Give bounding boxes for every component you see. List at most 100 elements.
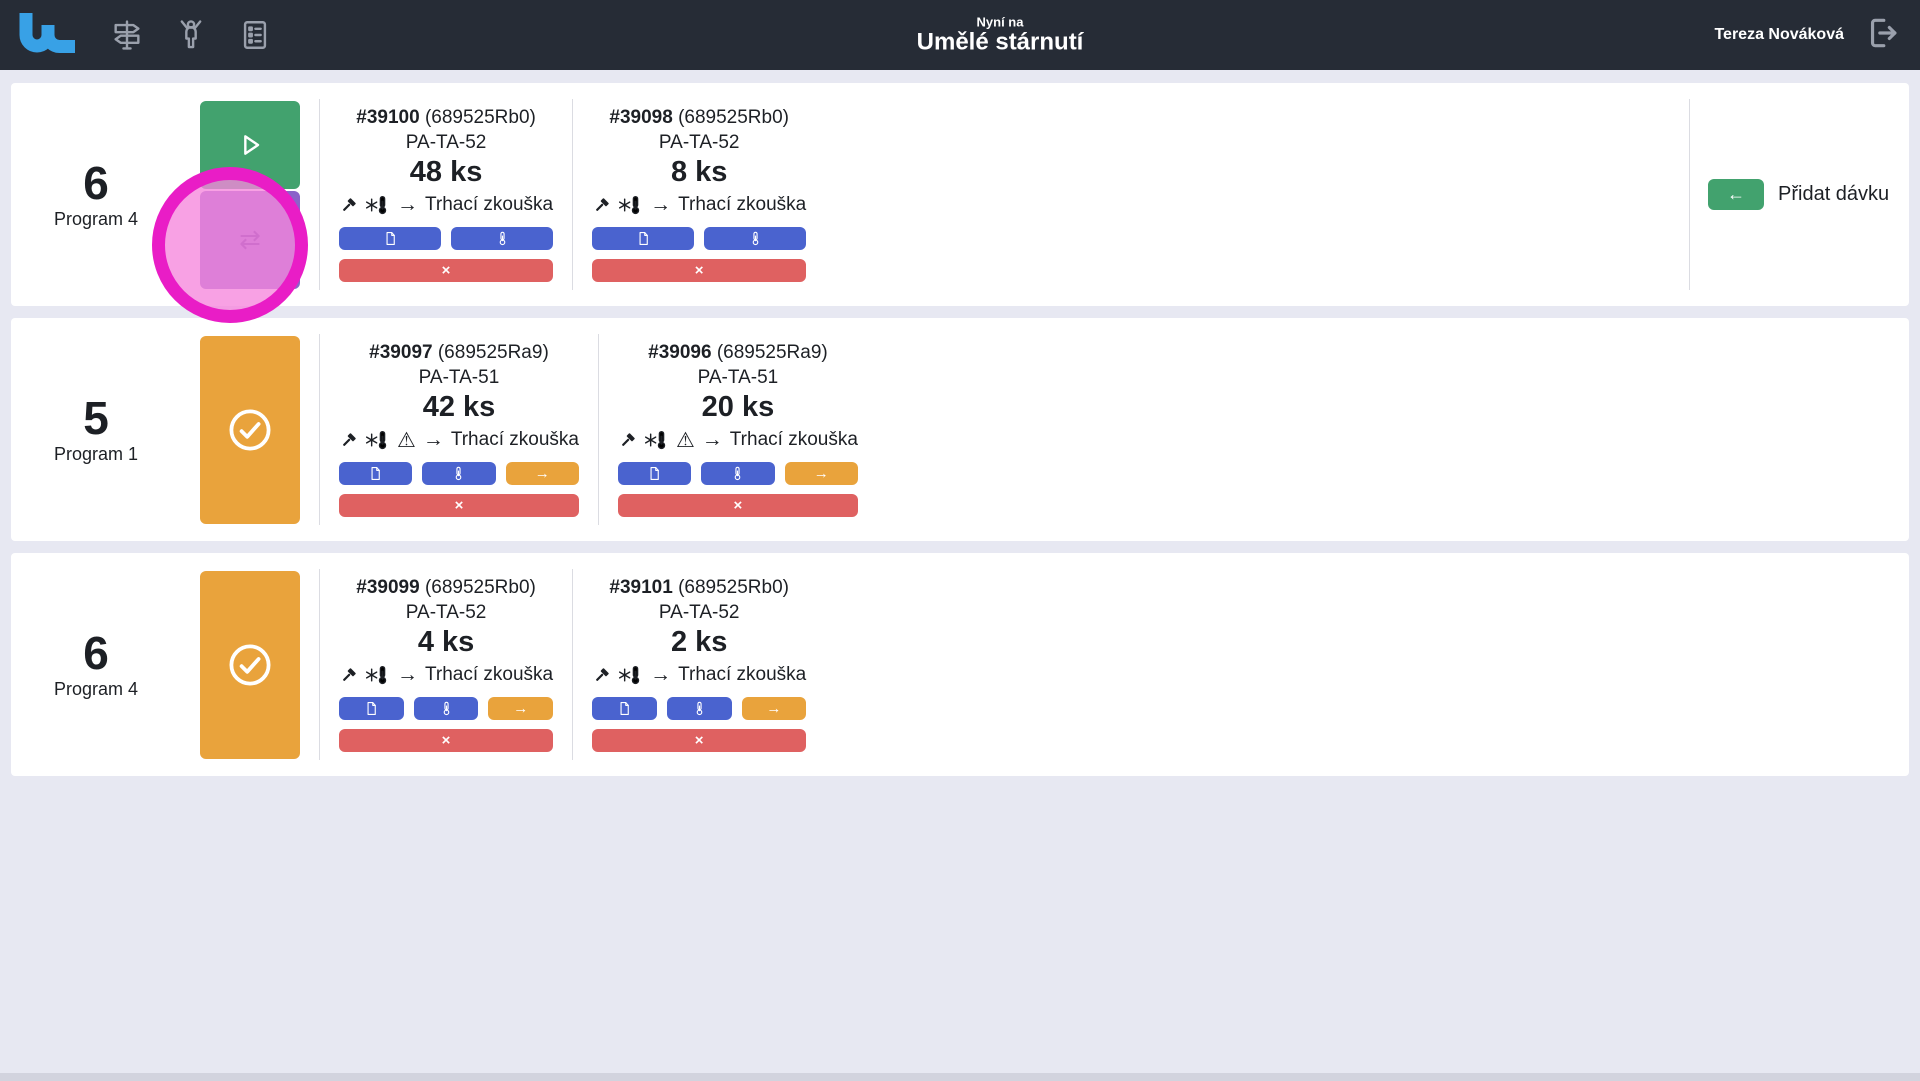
thermometer-icon xyxy=(443,701,449,716)
gavel-icon xyxy=(343,667,356,681)
batch-document-button[interactable] xyxy=(339,697,404,720)
divider xyxy=(597,334,599,525)
machine-number-block: 6 Program 4 xyxy=(11,553,181,776)
gavel-icon xyxy=(343,432,356,446)
swap-icon: ⇄ xyxy=(239,224,261,254)
swap-program-button[interactable]: ⇄ xyxy=(200,190,300,289)
batch-id: #39100 xyxy=(356,107,420,128)
thermometer-icon xyxy=(752,231,759,246)
machine-number: 6 xyxy=(83,627,109,679)
batch-temperature-button[interactable] xyxy=(422,462,496,485)
machine-number-block: 5 Program 1 xyxy=(11,318,181,541)
next-step-label: Trhací zkouška xyxy=(450,429,579,450)
remove-batch-button[interactable]: × xyxy=(592,259,807,282)
batch-temperature-button[interactable] xyxy=(701,462,775,485)
remove-batch-button[interactable]: × xyxy=(617,494,858,517)
batch-lot: (689525Ra9) xyxy=(716,342,828,363)
batch-card-39097: #39097 (689525Ra9) PA-TA-51 42 ks xyxy=(320,318,598,541)
batch-document-button[interactable] xyxy=(339,227,442,250)
remove-batch-button[interactable]: × xyxy=(339,259,554,282)
arrow-right-icon: → xyxy=(397,193,418,216)
next-step-line: → Trhací zkouška xyxy=(592,193,806,217)
machine-program: Program 1 xyxy=(53,444,139,464)
batch-temperature-button[interactable] xyxy=(413,697,479,720)
batch-temperature-button[interactable] xyxy=(704,227,807,250)
finish-program-button[interactable] xyxy=(200,335,300,524)
arrow-right-icon: → xyxy=(513,700,529,717)
batch-title: #39101 (689525Rb0) xyxy=(609,577,789,599)
forward-batch-button[interactable]: → xyxy=(505,462,579,485)
thermometer-snowflake-icon xyxy=(365,665,387,685)
thermometer-snowflake-icon xyxy=(644,430,666,450)
batch-temperature-button[interactable] xyxy=(451,227,554,250)
batch-title: #39099 (689525Rb0) xyxy=(356,577,536,599)
batch-card-39099: #39099 (689525Rb0) PA-TA-52 4 ks xyxy=(320,553,572,776)
list-icon xyxy=(243,21,267,49)
remove-batch-button[interactable]: × xyxy=(339,729,554,752)
divider xyxy=(319,99,320,290)
batch-quantity: 42 ks xyxy=(422,391,496,423)
batch-temperature-button[interactable] xyxy=(666,697,732,720)
next-step-line: ⚠ → Trhací zkouška xyxy=(618,428,858,452)
arrow-left-icon: ← xyxy=(1727,184,1745,204)
batch-quantity: 4 ks xyxy=(417,626,475,658)
status-column: ⇄ xyxy=(200,83,300,306)
brand-wave-icon xyxy=(19,13,75,53)
check-circle-icon xyxy=(229,643,271,686)
operators-nav-button[interactable] xyxy=(174,18,208,52)
logout-button[interactable] xyxy=(1864,14,1902,57)
batch-material: PA-TA-52 xyxy=(658,602,740,623)
close-icon: × xyxy=(441,262,451,279)
batch-document-button[interactable] xyxy=(592,697,657,720)
thermometer-icon xyxy=(456,466,462,481)
thermometer-snowflake-icon xyxy=(619,665,640,685)
remove-batch-button[interactable]: × xyxy=(339,494,579,517)
batch-material: PA-TA-51 xyxy=(697,367,779,388)
routes-nav-button[interactable] xyxy=(110,18,144,52)
batch-quantity: 48 ks xyxy=(409,156,483,188)
batch-title: #39098 (689525Rb0) xyxy=(609,107,789,129)
batch-lot: (689525Rb0) xyxy=(424,577,536,598)
orders-list-nav-button[interactable] xyxy=(238,18,272,52)
thermometer-icon xyxy=(735,466,741,481)
gavel-icon xyxy=(622,432,635,446)
bottom-scroll-strip xyxy=(0,1073,1920,1081)
forward-batch-button[interactable]: → xyxy=(741,697,807,720)
finish-program-button[interactable] xyxy=(200,570,300,759)
batch-id: #39096 xyxy=(648,342,712,363)
batch-card-39096: #39096 (689525Ra9) PA-TA-51 20 ks xyxy=(599,318,877,541)
warning-icon: ⚠ xyxy=(675,428,695,452)
batch-card-39100: #39100 (689525Rb0) PA-TA-52 48 ks xyxy=(320,83,572,306)
user-name: Tereza Nováková xyxy=(1714,26,1844,43)
batch-material: PA-TA-52 xyxy=(658,132,740,153)
machine-program: Program 4 xyxy=(53,209,139,229)
add-batch-label: Přidat dávku xyxy=(1778,183,1890,205)
close-icon: × xyxy=(694,262,704,279)
app-logo[interactable] xyxy=(18,12,76,58)
batch-card-39101: #39101 (689525Rb0) PA-TA-52 2 ks xyxy=(573,553,825,776)
close-icon: × xyxy=(694,732,704,749)
machine-row-2: 5 Program 1 #39097 (689525Ra9) PA-TA-51 … xyxy=(11,318,1909,541)
start-program-button[interactable] xyxy=(200,100,300,189)
forward-batch-button[interactable]: → xyxy=(488,697,554,720)
batch-document-button[interactable] xyxy=(592,227,695,250)
batch-document-button[interactable] xyxy=(617,462,692,485)
file-icon xyxy=(620,702,629,715)
machine-number-block: 6 Program 4 xyxy=(11,83,181,306)
person-cheering-icon xyxy=(180,20,202,49)
batch-document-button[interactable] xyxy=(339,462,413,485)
batch-title: #39100 (689525Rb0) xyxy=(356,107,536,129)
batch-lot: (689525Rb0) xyxy=(678,577,789,598)
add-batch-button[interactable]: ← xyxy=(1708,179,1764,210)
arrow-right-icon: → xyxy=(422,428,444,451)
batch-card-39098: #39098 (689525Rb0) PA-TA-52 8 ks xyxy=(573,83,825,306)
file-icon xyxy=(650,467,659,480)
divider xyxy=(572,569,574,760)
forward-batch-button[interactable]: → xyxy=(784,462,858,485)
next-step-label: Trhací zkouška xyxy=(425,664,554,685)
batch-lot: (689525Ra9) xyxy=(437,342,549,363)
batch-material: PA-TA-51 xyxy=(418,367,500,388)
remove-batch-button[interactable]: × xyxy=(592,729,807,752)
page-title: Umělé stárnutí xyxy=(916,28,1084,56)
batch-quantity: 8 ks xyxy=(670,156,728,188)
